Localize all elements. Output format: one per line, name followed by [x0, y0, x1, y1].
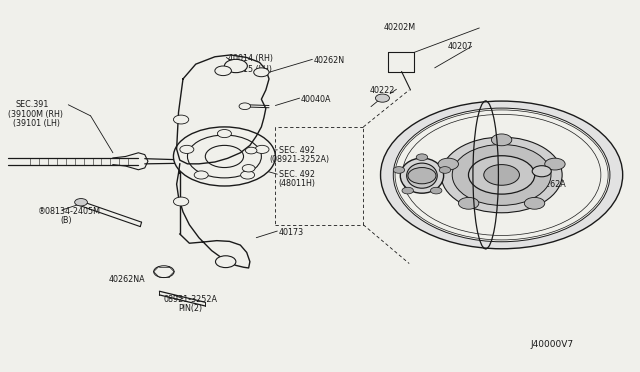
Text: 40262N: 40262N — [314, 56, 345, 65]
Text: 40014 (RH): 40014 (RH) — [228, 54, 273, 63]
Circle shape — [408, 167, 436, 184]
Ellipse shape — [381, 101, 623, 249]
Circle shape — [225, 60, 247, 73]
Circle shape — [194, 171, 208, 179]
Text: 40222: 40222 — [370, 86, 395, 94]
Circle shape — [180, 145, 194, 153]
Circle shape — [173, 127, 275, 186]
Circle shape — [376, 94, 390, 102]
Circle shape — [215, 66, 232, 76]
Ellipse shape — [406, 163, 437, 188]
Text: (08921-3252A): (08921-3252A) — [269, 155, 329, 164]
Text: 40015 (LH): 40015 (LH) — [228, 65, 271, 74]
Circle shape — [393, 167, 404, 173]
Text: 40262: 40262 — [536, 161, 561, 170]
Circle shape — [239, 103, 250, 110]
Circle shape — [438, 158, 458, 170]
Text: J40000V7: J40000V7 — [531, 340, 573, 349]
Circle shape — [402, 187, 413, 194]
Text: SEC. 492: SEC. 492 — [278, 147, 315, 155]
Circle shape — [241, 171, 255, 179]
Ellipse shape — [400, 158, 444, 193]
Ellipse shape — [441, 137, 562, 213]
Text: SEC. 492: SEC. 492 — [278, 170, 315, 179]
Text: 40262NA: 40262NA — [108, 275, 145, 283]
Circle shape — [545, 158, 565, 170]
Text: ®08134-2405M: ®08134-2405M — [38, 206, 101, 216]
Circle shape — [484, 164, 520, 185]
Circle shape — [458, 198, 479, 209]
Text: (39101 (LH): (39101 (LH) — [13, 119, 60, 128]
Circle shape — [216, 256, 236, 267]
Text: 40207: 40207 — [447, 42, 473, 51]
Circle shape — [492, 134, 512, 146]
Circle shape — [154, 266, 174, 278]
Circle shape — [173, 115, 189, 124]
Circle shape — [75, 199, 88, 206]
Text: (48011H): (48011H) — [278, 179, 316, 188]
Text: (39100M (RH): (39100M (RH) — [8, 109, 63, 119]
Ellipse shape — [452, 144, 551, 205]
Text: 08921-3252A: 08921-3252A — [164, 295, 218, 304]
Circle shape — [188, 135, 261, 178]
Text: 40202M: 40202M — [384, 23, 416, 32]
Circle shape — [431, 187, 442, 194]
Circle shape — [253, 68, 269, 77]
Ellipse shape — [473, 101, 499, 249]
Circle shape — [173, 197, 189, 206]
Circle shape — [246, 147, 257, 154]
Circle shape — [524, 198, 545, 209]
Circle shape — [205, 145, 244, 167]
Circle shape — [468, 156, 535, 194]
Circle shape — [416, 154, 428, 161]
Text: 40173: 40173 — [278, 228, 304, 237]
Circle shape — [532, 166, 551, 177]
Text: PIN(2): PIN(2) — [179, 304, 203, 313]
Circle shape — [439, 167, 451, 173]
Text: 40040A: 40040A — [301, 95, 332, 104]
Text: (B): (B) — [60, 216, 72, 225]
Circle shape — [243, 164, 255, 172]
Text: 40262A: 40262A — [536, 180, 566, 189]
Circle shape — [218, 129, 232, 138]
Circle shape — [255, 145, 269, 153]
Ellipse shape — [394, 108, 610, 242]
Text: SEC.391: SEC.391 — [15, 100, 49, 109]
